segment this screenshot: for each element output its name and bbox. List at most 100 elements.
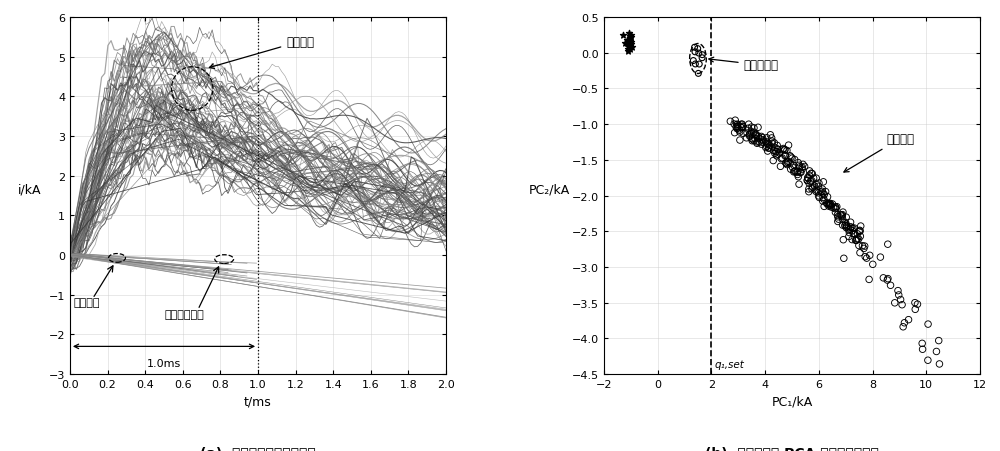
Point	[619, 37, 635, 44]
Point	[730, 121, 746, 129]
Point	[793, 170, 809, 177]
Point	[787, 156, 803, 164]
Point	[896, 319, 912, 327]
Point	[880, 241, 896, 248]
Point	[768, 148, 784, 156]
Point	[622, 38, 638, 45]
Point	[742, 132, 758, 139]
Point	[931, 360, 947, 368]
Point	[801, 189, 817, 196]
Point	[780, 158, 796, 166]
Point	[778, 160, 794, 167]
Point	[907, 306, 923, 313]
Point	[849, 237, 865, 244]
Point	[801, 172, 817, 179]
Point	[843, 219, 859, 226]
Point	[694, 55, 710, 62]
Point	[759, 135, 775, 142]
Point	[623, 33, 639, 40]
Point	[746, 138, 762, 145]
Point	[732, 129, 748, 136]
Point	[824, 201, 840, 208]
Point	[748, 131, 764, 138]
Point	[769, 153, 785, 160]
Point	[770, 147, 786, 154]
Point	[928, 348, 944, 355]
Point	[624, 44, 640, 51]
Point	[749, 140, 765, 147]
Text: (a)  正极线故障电流曲线簇: (a) 正极线故障电流曲线簇	[200, 446, 316, 451]
Point	[773, 156, 789, 163]
Point	[622, 35, 638, 42]
Point	[734, 125, 750, 132]
Point	[808, 189, 824, 196]
Point	[762, 143, 778, 150]
Point	[856, 245, 872, 253]
Point	[765, 157, 781, 165]
Point	[768, 149, 784, 156]
Point	[838, 214, 854, 221]
Point	[887, 299, 903, 307]
Point	[820, 201, 836, 208]
Point	[787, 168, 803, 175]
Point	[786, 162, 802, 170]
Point	[893, 296, 909, 304]
Point	[915, 346, 931, 353]
Point	[835, 216, 851, 223]
Point	[810, 190, 826, 197]
Point	[617, 40, 633, 47]
Point	[754, 139, 770, 147]
Point	[852, 227, 868, 235]
Point	[819, 201, 835, 208]
Point	[735, 123, 751, 130]
Point	[811, 194, 827, 202]
Point	[780, 159, 796, 166]
Point	[777, 147, 793, 154]
Point	[782, 153, 798, 160]
Point	[789, 170, 805, 177]
Point	[800, 175, 816, 182]
Point	[621, 42, 637, 49]
Point	[758, 145, 774, 152]
Point	[621, 31, 637, 38]
Point	[865, 261, 881, 268]
Point	[739, 130, 755, 138]
Point	[818, 189, 834, 196]
Point	[814, 186, 830, 193]
Point	[743, 129, 759, 136]
Point	[795, 161, 811, 169]
Point	[791, 162, 807, 170]
Point	[743, 124, 759, 131]
Point	[799, 178, 815, 185]
Y-axis label: PC₂/kA: PC₂/kA	[529, 183, 570, 196]
Point	[841, 233, 857, 240]
Point	[691, 51, 707, 58]
Point	[767, 150, 783, 157]
Point	[622, 43, 638, 51]
Point	[816, 191, 832, 198]
Point	[844, 228, 860, 235]
Point	[853, 223, 869, 230]
Point	[690, 71, 706, 78]
Point	[784, 155, 800, 162]
Point	[859, 255, 875, 262]
Point	[909, 301, 925, 308]
Point	[821, 201, 837, 208]
Point	[838, 221, 854, 228]
Point	[838, 225, 854, 232]
Point	[687, 49, 703, 56]
Text: (b)  故障电流在 PCA 空间上的聚类结: (b) 故障电流在 PCA 空间上的聚类结	[705, 446, 879, 451]
Point	[747, 132, 763, 139]
Text: q₁,set: q₁,set	[714, 359, 744, 369]
Point	[833, 212, 849, 219]
Point	[832, 212, 848, 219]
Point	[622, 34, 638, 41]
Point	[760, 141, 776, 148]
Point	[792, 164, 808, 171]
Point	[814, 188, 830, 195]
Point	[802, 168, 818, 175]
Point	[815, 194, 831, 202]
Point	[727, 130, 743, 137]
Point	[750, 133, 766, 141]
Point	[811, 180, 827, 187]
